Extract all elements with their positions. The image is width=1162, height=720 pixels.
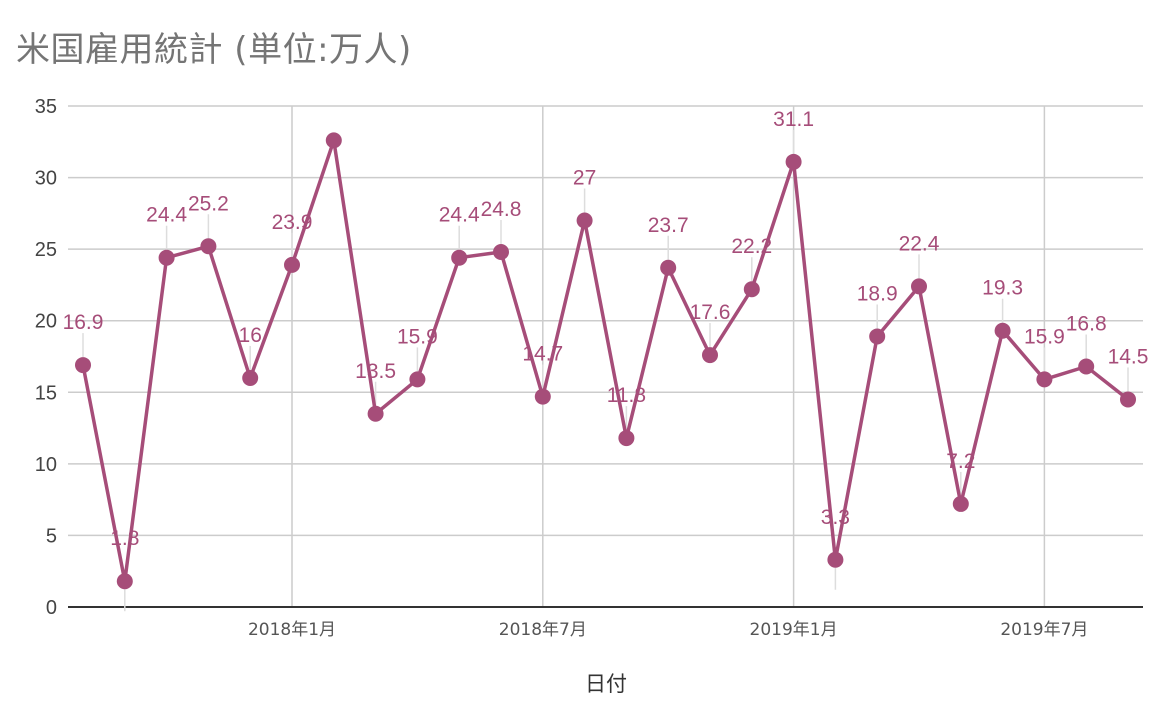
data-label: 22.2 xyxy=(731,235,772,258)
data-point xyxy=(409,371,426,388)
data-label: 3.3 xyxy=(821,506,850,529)
data-label: 13.5 xyxy=(355,360,396,383)
data-point xyxy=(702,347,718,364)
data-label: 19.3 xyxy=(982,277,1023,300)
data-point xyxy=(785,153,802,170)
data-label: 25.2 xyxy=(188,192,229,215)
y-tick-label: 20 xyxy=(35,311,57,333)
data-point xyxy=(116,573,133,590)
data-point xyxy=(743,281,760,298)
data-label: 15.9 xyxy=(397,325,438,348)
data-point xyxy=(827,551,844,568)
data-label: 27 xyxy=(573,167,596,190)
x-tick-label: 2018年7月 xyxy=(499,620,587,640)
data-label: 15.9 xyxy=(1024,325,1065,348)
data-label: 24.4 xyxy=(146,204,187,227)
data-point xyxy=(660,259,677,276)
data-label: 24.4 xyxy=(439,204,480,227)
x-axis-title: 日付 xyxy=(585,672,627,696)
data-point xyxy=(576,212,593,229)
data-point xyxy=(200,238,217,255)
data-label: 23.7 xyxy=(648,214,689,237)
data-point xyxy=(994,322,1011,339)
data-point xyxy=(1036,371,1053,388)
data-label: 18.9 xyxy=(857,282,898,305)
data-label: 16 xyxy=(239,324,262,347)
x-tick-label: 2019年1月 xyxy=(750,620,838,640)
x-tick-label: 2018年1月 xyxy=(248,620,336,640)
x-tick-label: 2019年7月 xyxy=(1000,620,1088,640)
data-label: 1.8 xyxy=(110,527,139,550)
data-point xyxy=(158,249,175,266)
y-tick-label: 15 xyxy=(35,382,57,404)
data-label: 24.8 xyxy=(481,198,522,221)
data-label: 14.5 xyxy=(1108,345,1149,368)
data-point xyxy=(534,388,551,405)
data-point xyxy=(242,369,259,386)
y-tick-label: 0 xyxy=(46,597,57,619)
data-label: 22.4 xyxy=(899,232,940,255)
data-label: 23.9 xyxy=(272,211,313,234)
data-point xyxy=(1078,358,1095,375)
data-label: 7.2 xyxy=(946,450,975,473)
chart-title: 米国雇用統計 (単位:万人) xyxy=(16,30,412,70)
data-label: 11.8 xyxy=(607,384,646,407)
data-label: 14.7 xyxy=(522,343,563,366)
data-point xyxy=(75,357,91,374)
data-point xyxy=(451,249,468,266)
y-tick-label: 35 xyxy=(35,96,57,118)
data-point xyxy=(952,495,969,512)
data-label: 17.6 xyxy=(690,301,731,324)
data-label: 16.9 xyxy=(63,311,104,334)
data-point xyxy=(284,256,300,273)
series-line xyxy=(81,138,1130,583)
data-point xyxy=(325,132,342,149)
y-tick-label: 30 xyxy=(35,168,57,190)
data-label: 31.1 xyxy=(773,108,814,131)
y-tick-label: 10 xyxy=(35,454,57,476)
data-point xyxy=(1120,391,1136,408)
data-point xyxy=(493,244,509,261)
data-label: 16.8 xyxy=(1066,313,1107,336)
data-point xyxy=(911,278,927,295)
y-tick-label: 25 xyxy=(35,239,57,261)
data-point xyxy=(869,328,886,345)
data-point xyxy=(618,430,635,447)
y-tick-label: 5 xyxy=(46,525,57,547)
data-point xyxy=(367,405,384,422)
